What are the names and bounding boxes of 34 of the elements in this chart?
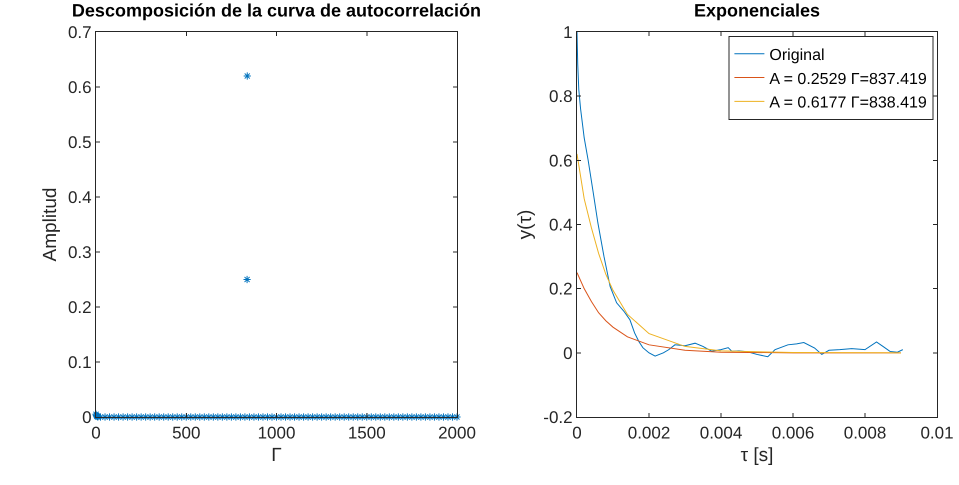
y-tick-label: 0.4: [548, 215, 573, 234]
y-tick-label: 0.4: [68, 188, 92, 207]
y-tick-label: 0.6: [68, 78, 92, 97]
x-tick-label: 0.01: [920, 423, 954, 442]
x-tick-label: 0.004: [700, 423, 742, 442]
x-tick-label: 0.002: [628, 423, 670, 442]
y-tick-label: 0.2: [548, 280, 573, 299]
y-tick-label: 0.3: [68, 242, 92, 262]
chart-title: Descomposición de la curva de autocorrelación: [72, 0, 482, 21]
y-tick-label: 1: [563, 22, 573, 42]
y-tick-label: 0: [563, 344, 573, 363]
y-tick-label: 0.8: [548, 87, 573, 106]
x-tick-label: 1500: [348, 423, 386, 442]
line-series: [577, 153, 902, 354]
y-tick-label: 0.1: [68, 352, 92, 372]
x-axis-title: Γ: [271, 445, 282, 466]
x-tick-label: 500: [172, 423, 200, 442]
chart-title: Exponenciales: [694, 0, 820, 21]
x-tick-label: 0.008: [844, 423, 886, 442]
legend-label: Original: [769, 46, 825, 64]
y-axis-title: y(τ): [515, 210, 536, 240]
y-tick-label: 0: [82, 408, 92, 427]
y-tick-label: -0.2: [543, 408, 573, 427]
legend-label: A = 0.2529 Γ=837.419: [769, 70, 927, 88]
x-tick-label: 1000: [258, 423, 296, 442]
y-tick-label: 0.2: [68, 298, 92, 317]
legend-label: A = 0.6177 Γ=838.419: [769, 94, 927, 112]
y-tick-label: 0.6: [548, 151, 573, 170]
x-tick-label: 2000: [438, 423, 476, 442]
y-tick-label: 0.5: [68, 132, 92, 152]
x-axis-title: τ [s]: [740, 445, 774, 466]
y-tick-label: 0.7: [68, 22, 92, 42]
y-axis-title: Amplitud: [40, 188, 61, 262]
x-tick-label: 0.006: [772, 423, 814, 442]
